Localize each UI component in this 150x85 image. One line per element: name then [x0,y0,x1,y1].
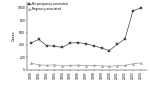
Non-pregnancy-associated [101,48,102,49]
Y-axis label: Cases: Cases [12,30,16,41]
Pregnancy-associated [124,65,126,66]
Non-pregnancy-associated [77,42,79,43]
Pregnancy-associated [77,65,79,66]
Pregnancy-associated [132,63,134,64]
Pregnancy-associated [30,63,32,64]
Non-pregnancy-associated [30,43,32,44]
Pregnancy-associated [140,62,142,63]
Non-pregnancy-associated [132,10,134,11]
Pregnancy-associated [101,65,102,66]
Pregnancy-associated [61,65,63,66]
Pregnancy-associated [116,65,118,66]
Non-pregnancy-associated [61,47,63,48]
Non-pregnancy-associated [124,38,126,39]
Line: Pregnancy-associated: Pregnancy-associated [30,62,142,67]
Pregnancy-associated [38,64,40,65]
Pregnancy-associated [108,66,110,67]
Non-pregnancy-associated [85,43,87,44]
Non-pregnancy-associated [140,7,142,8]
Non-pregnancy-associated [38,39,40,40]
Line: Non-pregnancy-associated: Non-pregnancy-associated [30,7,142,52]
Non-pregnancy-associated [93,45,94,46]
Pregnancy-associated [54,64,55,65]
Pregnancy-associated [46,65,48,66]
Legend: Non-pregnancy-associated, Pregnancy-associated: Non-pregnancy-associated, Pregnancy-asso… [27,2,68,11]
Non-pregnancy-associated [116,44,118,45]
Pregnancy-associated [93,65,94,66]
Non-pregnancy-associated [46,45,48,46]
Non-pregnancy-associated [69,43,71,44]
Pregnancy-associated [69,65,71,66]
Pregnancy-associated [85,65,87,66]
Non-pregnancy-associated [108,50,110,51]
Non-pregnancy-associated [54,46,55,47]
